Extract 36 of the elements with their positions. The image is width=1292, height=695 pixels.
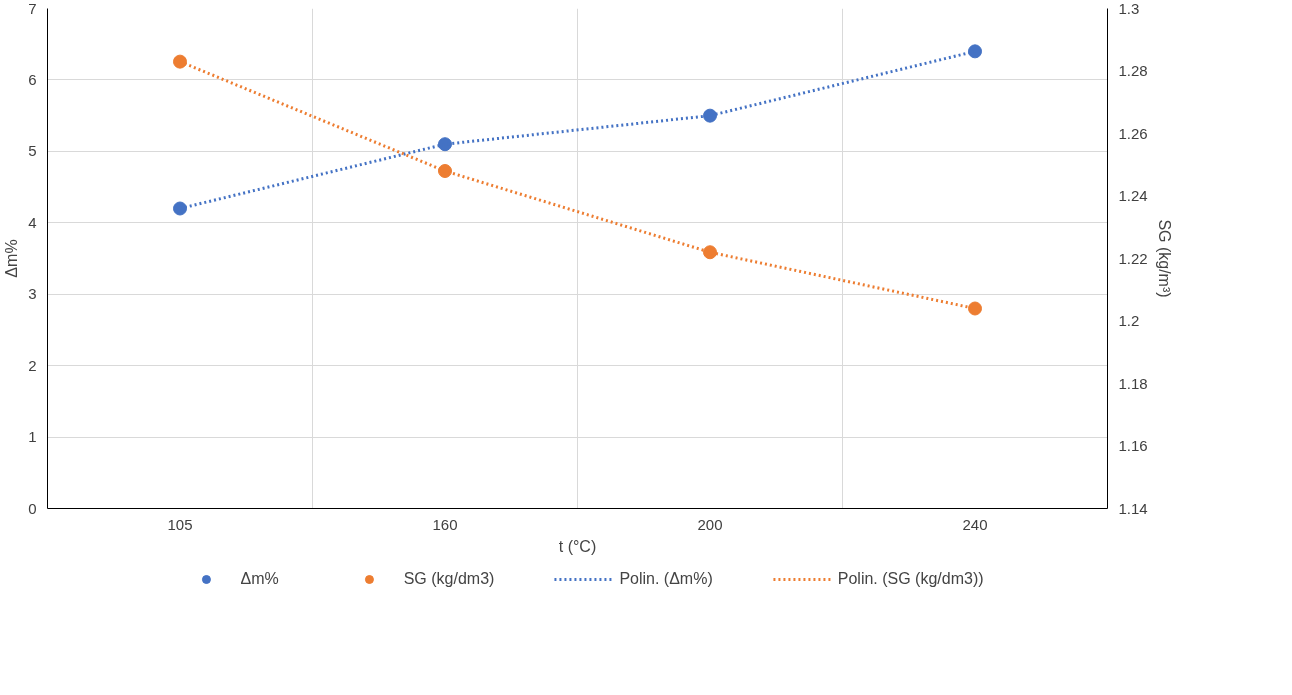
x-tick-label: 240 xyxy=(962,515,988,533)
point xyxy=(173,54,187,69)
y-tick-label: 6 xyxy=(28,70,37,88)
point xyxy=(438,164,452,178)
legend-label: Polin. (Δm%) xyxy=(619,570,713,588)
legend-label: Δm% xyxy=(240,570,279,588)
point xyxy=(173,201,187,216)
y-axis-title: Δm% xyxy=(3,239,21,278)
y2-tick-label: 1.24 xyxy=(1118,187,1148,204)
point xyxy=(438,137,452,152)
legend-label: SG (kg/dm3) xyxy=(403,570,495,588)
point xyxy=(968,301,982,316)
y-tick-label: 5 xyxy=(28,142,37,160)
point xyxy=(968,44,982,59)
y2-tick-label: 1.16 xyxy=(1118,437,1148,454)
y2-tick-label: 1.28 xyxy=(1118,62,1148,79)
y2-tick-label: 1.3 xyxy=(1118,0,1140,17)
point xyxy=(703,108,717,123)
y2-tick-label: 1.2 xyxy=(1118,312,1140,329)
x-tick-label: 160 xyxy=(432,515,458,533)
point xyxy=(703,245,717,260)
x-tick-label: 200 xyxy=(697,515,723,533)
y-tick-label: 2 xyxy=(28,356,37,374)
y2-tick-label: 1.22 xyxy=(1118,249,1148,267)
y2-axis-title: SG (kg/m³) xyxy=(1155,219,1173,298)
y2-tick-label: 1.14 xyxy=(1118,499,1148,517)
y2-tick-label: 1.26 xyxy=(1118,124,1148,142)
x-axis-title: t (°C) xyxy=(558,537,597,555)
legend-label: Polin. (SG (kg/dm3)) xyxy=(837,570,984,588)
y-tick-label: 0 xyxy=(28,499,37,517)
y-tick-label: 1 xyxy=(28,428,37,446)
y2-tick-label: 1.18 xyxy=(1118,374,1148,392)
y-tick-label: 7 xyxy=(28,0,37,17)
y-tick-label: 4 xyxy=(28,213,37,231)
y-tick-label: 3 xyxy=(28,285,37,303)
x-tick-label: 105 xyxy=(167,515,193,533)
